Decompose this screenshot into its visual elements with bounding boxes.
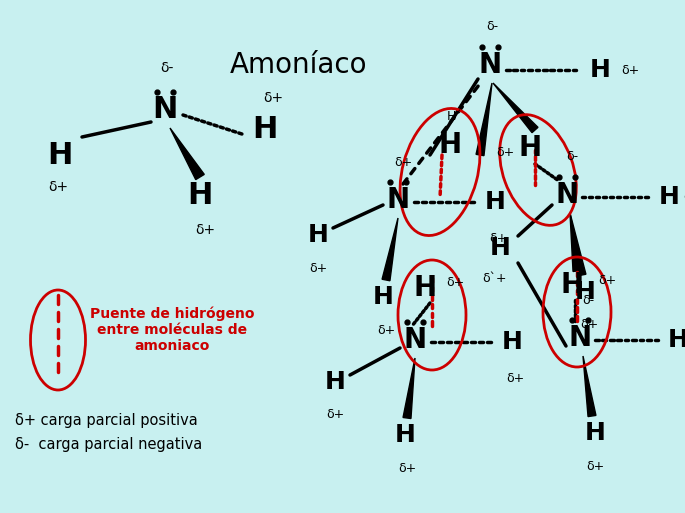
Text: δ-: δ- <box>582 293 594 306</box>
Text: δ-  carga parcial negativa: δ- carga parcial negativa <box>15 438 202 452</box>
Text: H: H <box>575 280 595 304</box>
Text: H: H <box>373 285 393 309</box>
Text: δ+: δ+ <box>598 273 616 286</box>
Text: δ-: δ- <box>160 61 174 75</box>
Polygon shape <box>493 83 538 133</box>
Text: H: H <box>47 141 73 169</box>
Polygon shape <box>382 218 398 281</box>
Text: δ-: δ- <box>566 150 578 164</box>
Text: H: H <box>414 274 436 302</box>
Text: δ+: δ+ <box>506 371 524 385</box>
Text: δ+: δ+ <box>309 262 327 274</box>
Text: δ+: δ+ <box>489 231 507 245</box>
Text: δ+: δ+ <box>377 324 395 337</box>
Text: δ+: δ+ <box>580 319 598 331</box>
Text: H: H <box>252 115 277 145</box>
Text: H: H <box>519 134 542 162</box>
Text: δ+: δ+ <box>398 462 416 475</box>
Text: H´: H´ <box>447 110 463 124</box>
Text: H: H <box>658 185 680 209</box>
Polygon shape <box>570 213 586 276</box>
Text: H: H <box>484 190 506 214</box>
Text: δ+: δ+ <box>586 460 604 472</box>
Text: H: H <box>395 423 415 447</box>
Text: δ`+: δ`+ <box>483 271 508 285</box>
Text: δ+: δ+ <box>496 147 514 160</box>
Text: δ+ carga parcial positiva: δ+ carga parcial positiva <box>15 412 198 427</box>
Text: δ+: δ+ <box>195 223 215 237</box>
Text: δ+: δ+ <box>263 91 283 105</box>
Text: δ+: δ+ <box>48 180 68 194</box>
Text: H: H <box>438 131 462 159</box>
Text: H: H <box>308 223 328 247</box>
Polygon shape <box>476 83 492 155</box>
Text: H: H <box>501 330 523 354</box>
Text: H: H <box>668 328 685 352</box>
Text: Amoníaco: Amoníaco <box>230 51 367 79</box>
Text: Puente de hidrógeno
entre moléculas de
amoniaco: Puente de hidrógeno entre moléculas de a… <box>90 307 255 353</box>
Text: N: N <box>152 95 177 125</box>
Text: δ+: δ+ <box>326 408 344 422</box>
Text: N: N <box>386 186 410 214</box>
Text: δ+: δ+ <box>683 190 685 204</box>
Text: H: H <box>325 370 345 394</box>
Text: H: H <box>490 236 510 260</box>
Text: N: N <box>403 326 427 354</box>
Text: N: N <box>478 51 501 79</box>
Polygon shape <box>403 358 415 419</box>
Text: δ+: δ+ <box>621 64 639 76</box>
Text: N: N <box>556 181 579 209</box>
Text: H: H <box>584 421 606 445</box>
Text: δ+: δ+ <box>446 277 464 289</box>
Text: δ-: δ- <box>486 21 498 33</box>
Text: H: H <box>187 181 212 209</box>
Text: H: H <box>590 58 610 82</box>
Text: N: N <box>569 324 592 352</box>
Text: δ+: δ+ <box>394 155 412 168</box>
Polygon shape <box>170 128 204 180</box>
Polygon shape <box>570 213 581 271</box>
Polygon shape <box>583 356 596 417</box>
Text: H: H <box>560 271 584 299</box>
